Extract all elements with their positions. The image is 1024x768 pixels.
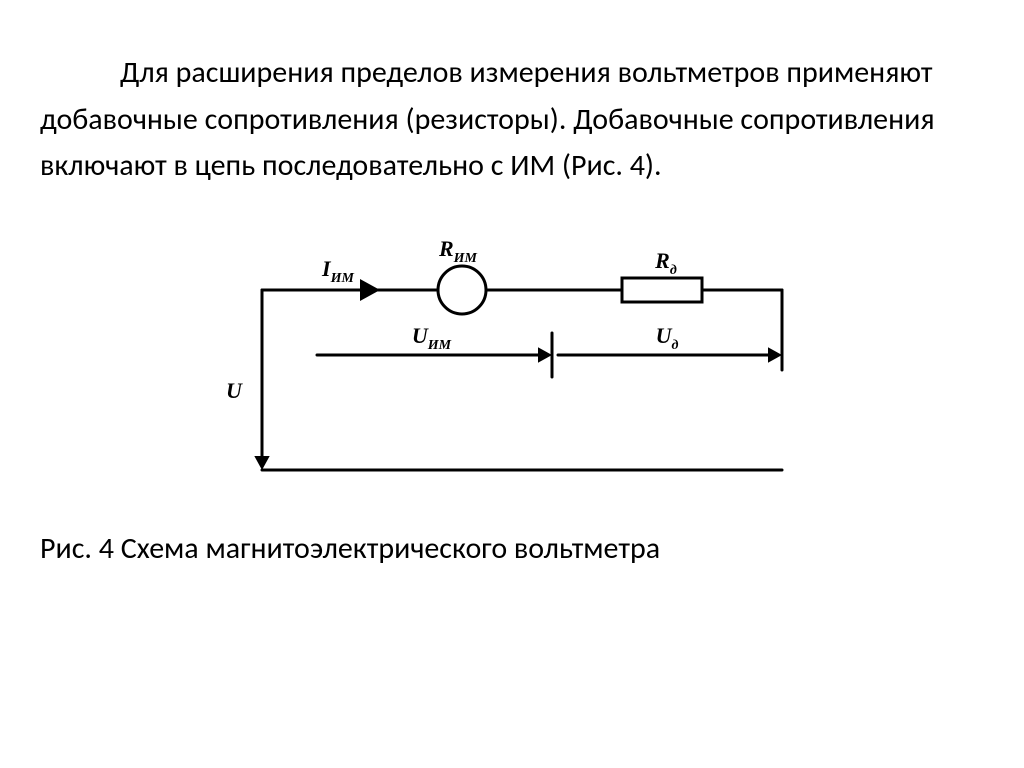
svg-text:Rд: Rд — [654, 248, 677, 278]
svg-text:Uд: Uд — [656, 323, 679, 353]
svg-text:RИМ: RИМ — [438, 236, 478, 266]
diagram-container: IИМ RИМ Rд UИМ Uд U — [40, 220, 984, 500]
svg-text:U: U — [226, 378, 243, 403]
circuit-diagram: IИМ RИМ Rд UИМ Uд U — [192, 220, 832, 500]
figure-caption: Рис. 4 Схема магнитоэлектрического вольт… — [40, 530, 984, 567]
body-paragraph: Для расширения пределов измерения вольтм… — [40, 50, 984, 190]
svg-text:UИМ: UИМ — [412, 323, 452, 353]
svg-text:IИМ: IИМ — [321, 256, 354, 286]
